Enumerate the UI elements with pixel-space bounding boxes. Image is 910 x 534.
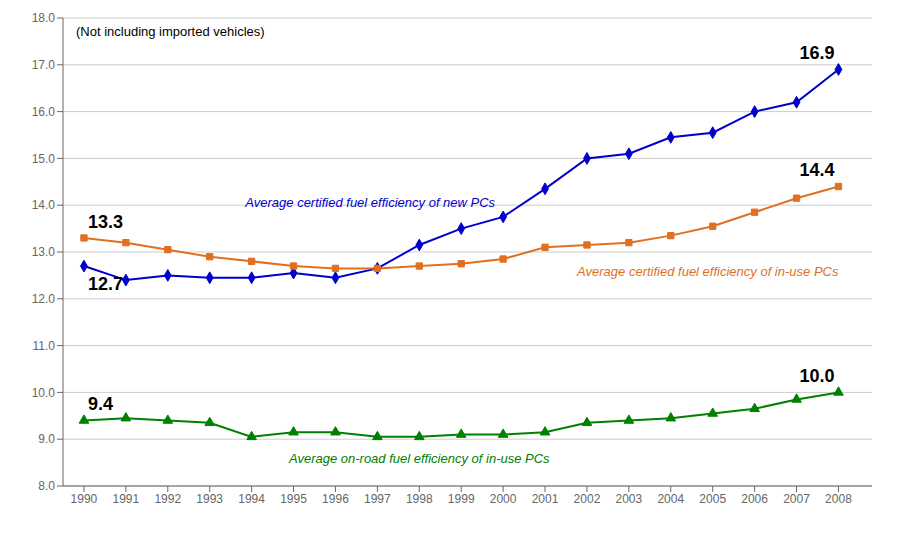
svg-text:8.0: 8.0 bbox=[38, 479, 55, 493]
html-text:(Not including imported vehicl: (Not including imported vehicles) bbox=[76, 24, 265, 39]
svg-text:2006: 2006 bbox=[741, 492, 768, 506]
svg-text:14.0: 14.0 bbox=[32, 198, 56, 212]
svg-text:2007: 2007 bbox=[783, 492, 810, 506]
svg-text:2003: 2003 bbox=[616, 492, 643, 506]
svg-text:1996: 1996 bbox=[322, 492, 349, 506]
svg-text:1995: 1995 bbox=[280, 492, 307, 506]
svg-text:18.0: 18.0 bbox=[32, 11, 56, 25]
svg-text:2004: 2004 bbox=[657, 492, 684, 506]
svg-text:2002: 2002 bbox=[574, 492, 601, 506]
svg-text:Average certified fuel efficie: Average certified fuel efficiency of new… bbox=[244, 195, 495, 210]
svg-text:10.0: 10.0 bbox=[799, 366, 834, 386]
svg-text:12.7: 12.7 bbox=[88, 274, 123, 294]
svg-text:1997: 1997 bbox=[364, 492, 391, 506]
svg-text:Average on-road fuel efficienc: Average on-road fuel efficiency of in-us… bbox=[288, 451, 550, 466]
svg-text:16.9: 16.9 bbox=[799, 43, 834, 63]
svg-text:Average certified fuel efficie: Average certified fuel efficiency of in-… bbox=[576, 264, 839, 279]
svg-text:1999: 1999 bbox=[448, 492, 475, 506]
svg-text:1998: 1998 bbox=[406, 492, 433, 506]
svg-text:1992: 1992 bbox=[154, 492, 181, 506]
svg-text:13.3: 13.3 bbox=[88, 212, 123, 232]
svg-text:1990: 1990 bbox=[71, 492, 98, 506]
svg-text:13.0: 13.0 bbox=[32, 245, 56, 259]
svg-text:2000: 2000 bbox=[490, 492, 517, 506]
svg-text:12.0: 12.0 bbox=[32, 292, 56, 306]
svg-text:14.4: 14.4 bbox=[799, 160, 834, 180]
svg-text:1991: 1991 bbox=[113, 492, 140, 506]
svg-text:9.4: 9.4 bbox=[88, 394, 113, 414]
svg-text:16.0: 16.0 bbox=[32, 105, 56, 119]
svg-text:1993: 1993 bbox=[196, 492, 223, 506]
svg-text:15.0: 15.0 bbox=[32, 152, 56, 166]
svg-text:2008: 2008 bbox=[825, 492, 852, 506]
svg-text:1994: 1994 bbox=[238, 492, 265, 506]
svg-text:11.0: 11.0 bbox=[33, 339, 56, 353]
svg-text:9.0: 9.0 bbox=[38, 432, 55, 446]
svg-text:2005: 2005 bbox=[699, 492, 726, 506]
svg-text:10.0: 10.0 bbox=[32, 386, 56, 400]
svg-text:2001: 2001 bbox=[532, 492, 559, 506]
svg-text:17.0: 17.0 bbox=[32, 58, 56, 72]
